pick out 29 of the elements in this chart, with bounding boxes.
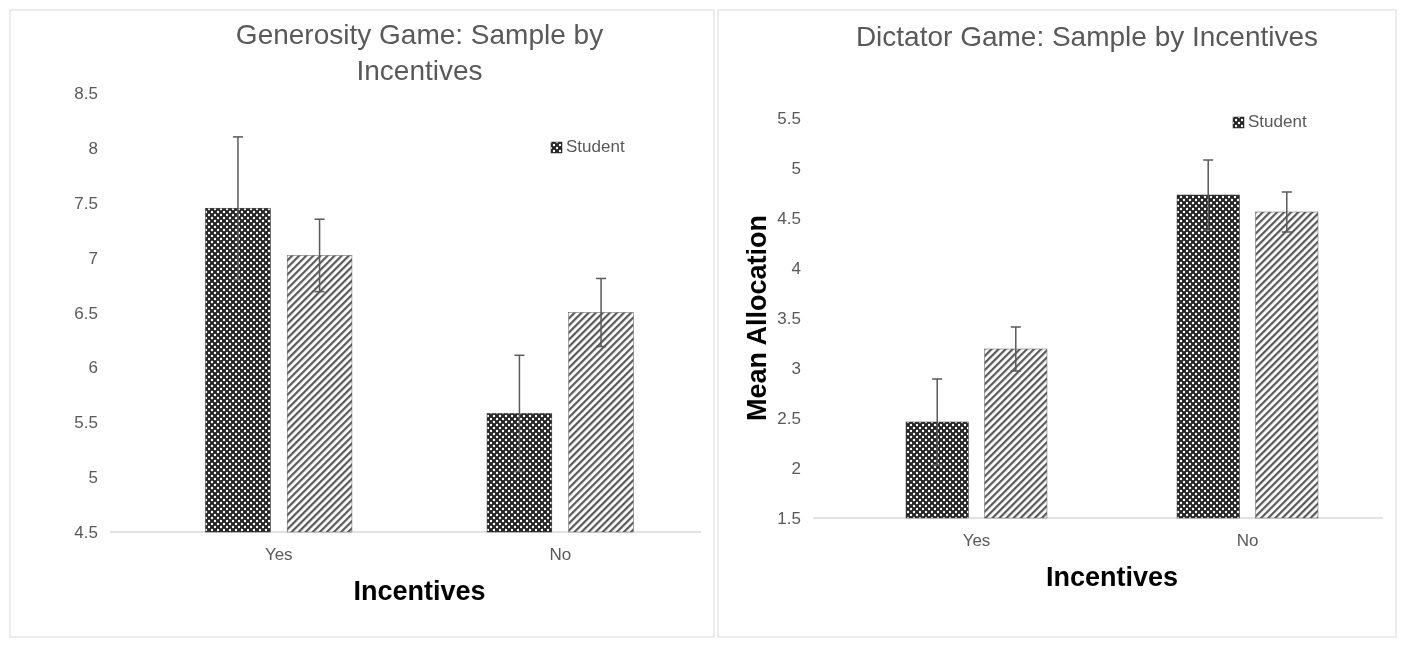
y-tick-label: 4.5 [74, 523, 98, 542]
y-tick-label: 7 [88, 248, 98, 268]
y-tick-label: 4.5 [777, 209, 801, 228]
chart-title: Generosity Game: Sample by Incentives [235, 19, 604, 86]
y-tick-label: 5 [88, 468, 98, 488]
y-tick-label: 5.5 [74, 413, 98, 433]
y-tick-label: 2 [791, 459, 801, 478]
y-tick-label: 2.5 [777, 409, 801, 428]
x-tick-label: Yes [264, 545, 293, 564]
y-tick-label: 8.5 [74, 84, 98, 103]
legend-label: Student [1248, 112, 1307, 131]
chart-title: Dictator Game: Sample by Incentives [855, 21, 1319, 52]
y-tick-label: 3 [791, 359, 801, 378]
y-tick-label: 8 [88, 138, 98, 158]
x-tick-label: No [1236, 531, 1259, 550]
y-tick-label: 5 [791, 159, 801, 178]
y-tick-label: 3.5 [777, 309, 801, 328]
x-tick-label: Yes [962, 531, 991, 550]
x-axis-title: Incentives [353, 576, 486, 606]
y-tick-label: 1.5 [777, 509, 801, 528]
x-axis-title: Incentives [1045, 562, 1179, 592]
y-tick-label: 4 [791, 259, 801, 278]
y-tick-label: 5.5 [777, 109, 801, 128]
x-tick-label: No [549, 545, 572, 564]
legend-label: Student [566, 137, 625, 156]
y-axis-title: Mean Allocation [742, 214, 772, 422]
y-tick-label: 7.5 [74, 193, 98, 213]
y-tick-label: 6 [88, 358, 98, 378]
y-tick-label: 6.5 [74, 303, 98, 323]
